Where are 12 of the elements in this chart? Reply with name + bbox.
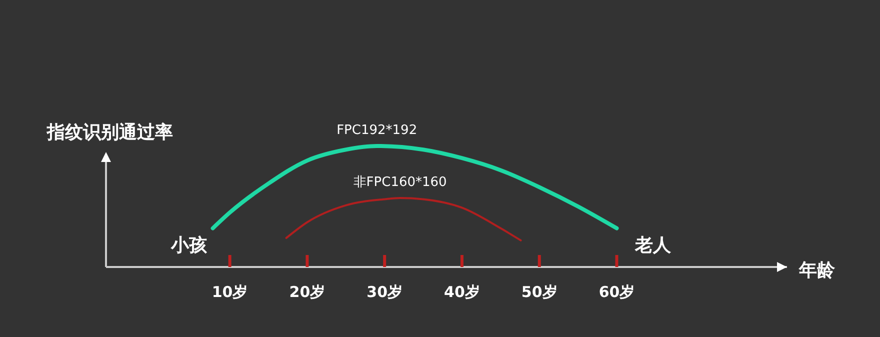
x-tick-label: 20岁 xyxy=(289,283,326,301)
x-axis-title: 年龄 xyxy=(798,260,836,281)
y-axis-title: 指纹识别通过率 xyxy=(46,122,173,143)
x-tick-label: 60岁 xyxy=(598,283,635,301)
series-label: 非FPC160*160 xyxy=(353,175,447,190)
x-tick-label: 30岁 xyxy=(366,283,403,301)
annotation: 老人 xyxy=(634,234,672,256)
x-tick-label: 50岁 xyxy=(521,283,558,301)
series-label: FPC192*192 xyxy=(336,123,418,138)
annotation: 小孩 xyxy=(170,234,208,256)
x-tick-label: 40岁 xyxy=(444,283,480,301)
x-tick-label: 10岁 xyxy=(212,283,248,301)
